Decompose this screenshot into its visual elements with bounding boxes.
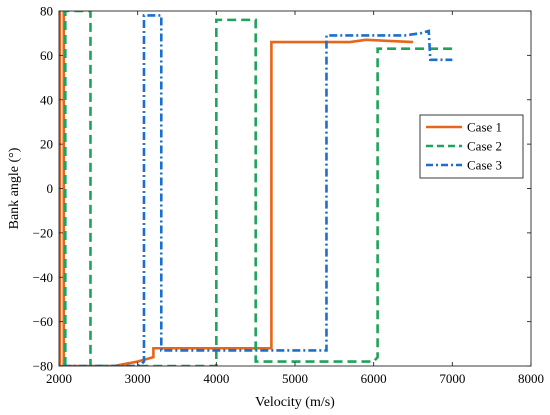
x-tick-label: 4000 <box>203 371 229 386</box>
legend: Case 1 Case 2 Case 3 <box>419 114 524 179</box>
y-axis-label: Bank angle (°) <box>7 147 22 229</box>
plot-background <box>59 11 531 366</box>
series-line-case-2 <box>63 11 453 366</box>
x-tick-label: 5000 <box>282 371 308 386</box>
y-tick-label: 80 <box>40 4 53 19</box>
x-axis-label: Velocity (m/s) <box>255 395 335 410</box>
x-tick-label: 7000 <box>439 371 465 386</box>
y-tick-label: −80 <box>33 359 53 374</box>
x-tick-label: 6000 <box>361 371 387 386</box>
plot-area <box>59 11 531 366</box>
y-tick-label: −60 <box>33 314 53 329</box>
x-tick-label: 3000 <box>125 371 151 386</box>
y-tick-label: 20 <box>40 137 53 152</box>
series-line-case-3 <box>62 14 453 366</box>
legend-label-case-3: Case 3 <box>467 158 502 173</box>
y-tick-label: 40 <box>40 92 53 107</box>
legend-label-case-1: Case 1 <box>467 120 502 135</box>
y-tick-label: −40 <box>33 270 53 285</box>
x-tick-label: 2000 <box>46 371 72 386</box>
legend-label-case-2: Case 2 <box>467 139 502 154</box>
series-line-case-1 <box>59 11 414 366</box>
y-tick-label: 60 <box>40 48 53 63</box>
y-tick-label: −20 <box>33 225 53 240</box>
y-tick-label: 0 <box>47 181 54 196</box>
axis-ticks: 2000 3000 4000 5000 6000 7000 8000 80 60 40 20 0 −20… <box>33 4 544 387</box>
series-layer <box>59 11 453 366</box>
x-tick-label: 8000 <box>518 371 544 386</box>
